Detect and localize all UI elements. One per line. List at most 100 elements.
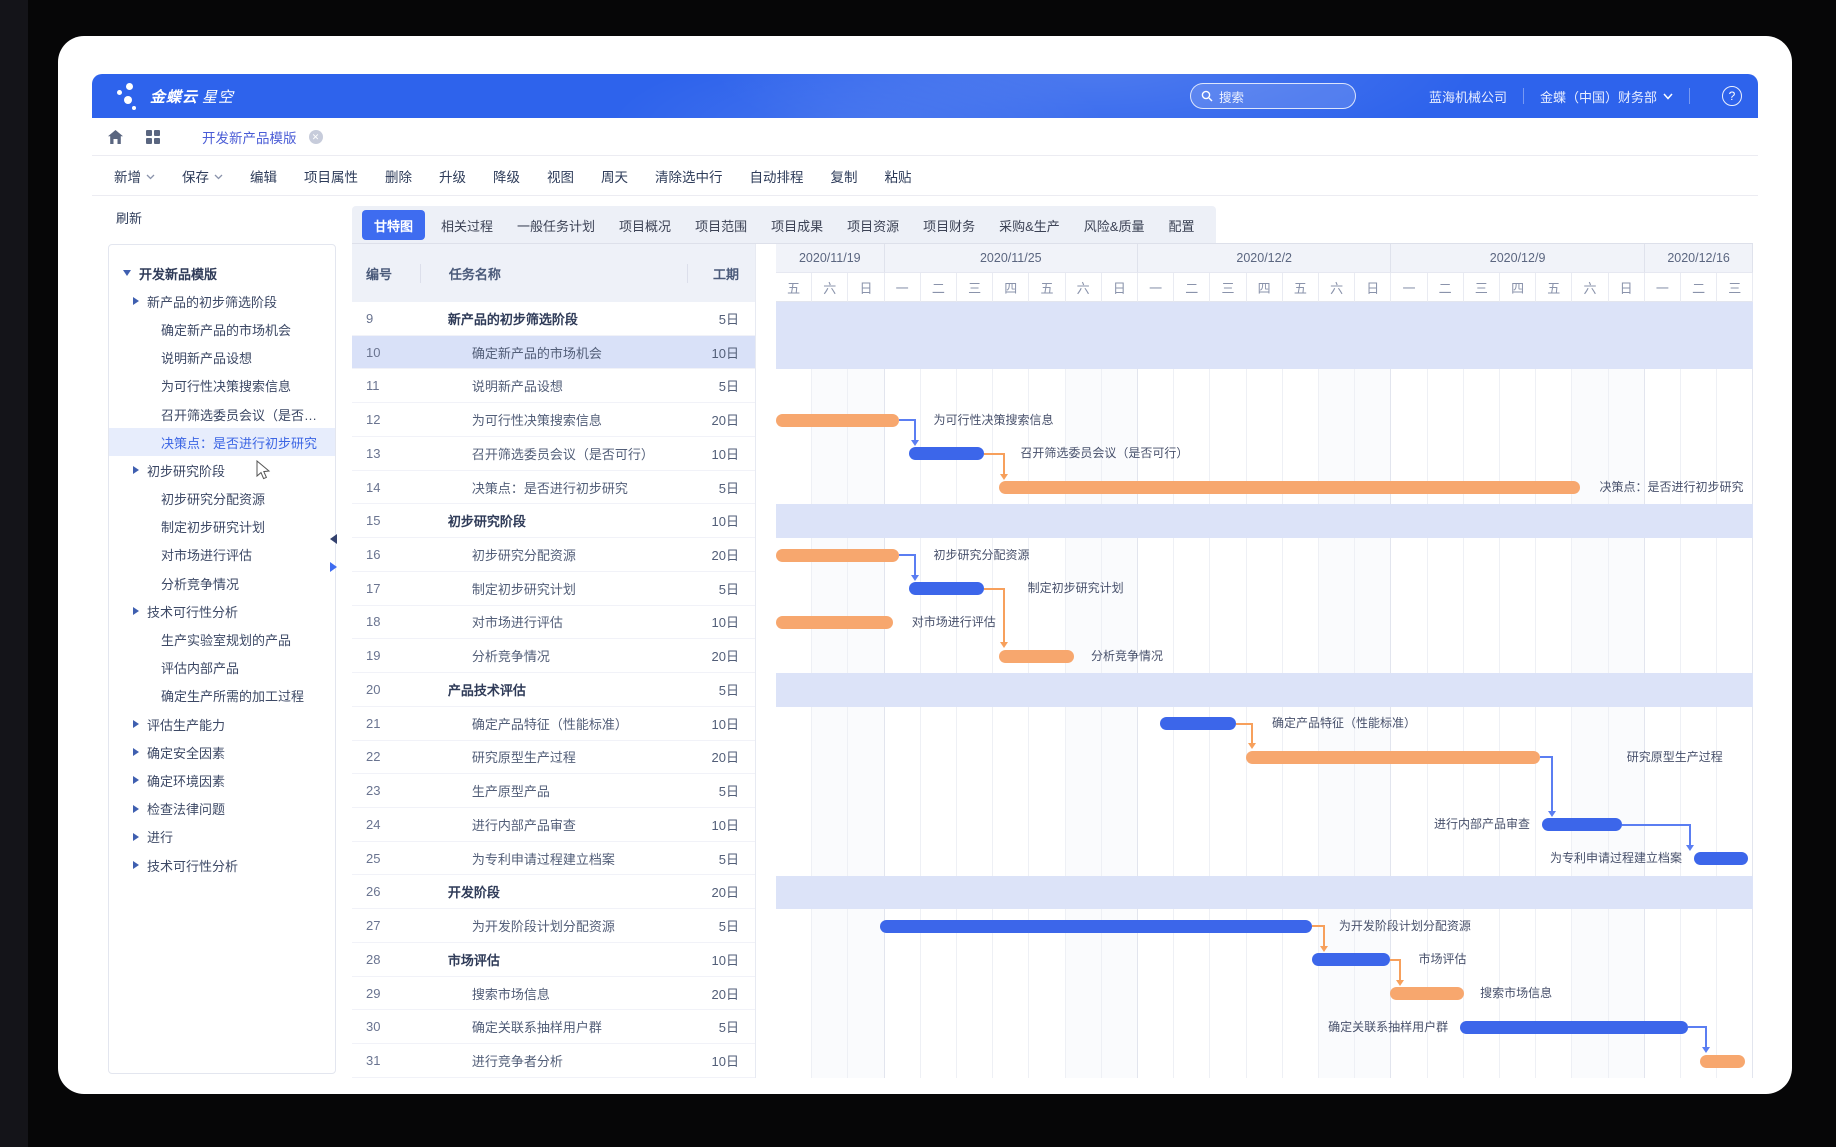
toolbar-button-周天[interactable]: 周天 [601, 166, 628, 186]
tree-item[interactable]: 说明新产品设想 [109, 344, 335, 372]
toolbar-button-保存[interactable]: 保存 [182, 166, 223, 186]
toolbar-button-粘贴[interactable]: 粘贴 [885, 166, 912, 186]
tree-item[interactable]: 初步研究阶段 [109, 456, 335, 484]
table-row[interactable]: 19 分析竞争情况 20日 [352, 639, 755, 674]
home-icon[interactable] [100, 122, 130, 152]
tree-item[interactable]: 进行 [109, 823, 335, 851]
tree-item[interactable]: 生产实验室规划的产品 [109, 625, 335, 653]
gantt-bar-row-12[interactable] [776, 413, 900, 427]
table-row[interactable]: 26 开发阶段 20日 [352, 875, 755, 910]
tree-item[interactable]: 新产品的初步筛选阶段 [109, 287, 335, 315]
view-tab-甘特图[interactable]: 甘特图 [362, 210, 426, 240]
view-tab-项目资源[interactable]: 项目资源 [847, 218, 900, 234]
table-row[interactable]: 30 确定关联系抽样用户群 5日 [352, 1010, 755, 1045]
gantt-bar-row-29[interactable] [1389, 987, 1464, 1001]
user-org-menu[interactable]: 金蝶（中国）财务部 [1540, 87, 1673, 106]
table-row[interactable]: 13 召开筛选委员会议（是否可行） 10日 [352, 437, 755, 471]
toolbar-button-复制[interactable]: 复制 [831, 166, 858, 186]
gantt-bar-row-25[interactable] [1694, 852, 1748, 866]
table-row[interactable]: 20 产品技术评估 5日 [352, 673, 755, 707]
view-tab-项目成果[interactable]: 项目成果 [771, 218, 824, 234]
toolbar-button-新增[interactable]: 新增 [114, 166, 155, 186]
table-row[interactable]: 24 进行内部产品审查 10日 [352, 808, 755, 842]
view-tab-一般任务计划[interactable]: 一般任务计划 [517, 218, 596, 234]
view-tab-配置[interactable]: 配置 [1168, 218, 1195, 234]
view-tab-项目概况[interactable]: 项目概况 [619, 218, 672, 234]
tree-item[interactable]: 对市场进行评估 [109, 541, 335, 569]
tree-item[interactable]: 制定初步研究计划 [109, 513, 335, 541]
table-row[interactable]: 28 市场评估 10日 [352, 943, 755, 977]
tree-item[interactable]: 分析竞争情况 [109, 569, 335, 597]
caret-right-icon[interactable] [133, 832, 139, 841]
caret-right-icon[interactable] [133, 861, 139, 870]
caret-right-icon[interactable] [133, 776, 139, 785]
tree-item[interactable]: 确定生产所需的加工过程 [109, 682, 335, 710]
table-row[interactable]: 31 进行竞争者分析 10日 [352, 1044, 755, 1078]
gantt-bar-row-24[interactable] [1541, 818, 1622, 832]
tree-item[interactable]: 决策点：是否进行初步研究 [109, 428, 335, 457]
view-tab-风险&质量[interactable]: 风险&质量 [1083, 218, 1145, 234]
gantt-bar-row-31[interactable] [1699, 1054, 1746, 1068]
table-row[interactable]: 22 研究原型生产过程 20日 [352, 741, 755, 775]
table-row[interactable]: 27 为开发阶段计划分配资源 5日 [352, 909, 755, 943]
tree-item[interactable]: 评估生产能力 [109, 710, 335, 738]
tab-close-icon[interactable]: ✕ [308, 129, 323, 144]
tree-item[interactable]: 确定安全因素 [109, 738, 335, 766]
app-grid-icon[interactable] [138, 122, 168, 152]
table-row[interactable]: 9 新产品的初步筛选阶段 5日 [352, 302, 755, 336]
table-row[interactable]: 17 制定初步研究计划 5日 [352, 572, 755, 606]
tree-item[interactable]: 初步研究分配资源 [109, 485, 335, 513]
gantt-bar-row-17[interactable] [908, 582, 985, 596]
gantt-bar-row-27[interactable] [879, 919, 1312, 933]
tab-document-active[interactable]: 开发新产品模版 ✕ [194, 118, 331, 156]
view-tab-项目范围[interactable]: 项目范围 [695, 218, 748, 234]
caret-right-icon[interactable] [133, 466, 139, 475]
help-icon[interactable]: ? [1722, 86, 1742, 106]
tree-item[interactable]: 开发新品模版 [109, 259, 335, 287]
caret-right-icon[interactable] [133, 748, 139, 757]
caret-down-icon[interactable] [123, 270, 131, 277]
table-row[interactable]: 29 搜索市场信息 20日 [352, 977, 755, 1011]
caret-right-icon[interactable] [133, 804, 139, 813]
caret-right-icon[interactable] [133, 297, 139, 306]
toolbar-button-视图[interactable]: 视图 [547, 166, 574, 186]
expand-right-icon[interactable] [330, 562, 337, 572]
gantt-bar-row-13[interactable] [908, 447, 985, 461]
tree-item[interactable]: 技术可行性分析 [109, 851, 335, 879]
table-row[interactable]: 12 为可行性决策搜索信息 20日 [352, 403, 755, 437]
tree-item[interactable]: 为可行性决策搜索信息 [109, 372, 335, 400]
table-row[interactable]: 25 为专利申请过程建立档案 5日 [352, 842, 755, 876]
toolbar-button-自动排程[interactable]: 自动排程 [750, 166, 804, 186]
view-tab-项目财务[interactable]: 项目财务 [923, 218, 976, 234]
gantt-bar-row-22[interactable] [1245, 750, 1540, 764]
tree-item[interactable]: 技术可行性分析 [109, 597, 335, 625]
tree-item[interactable]: 检查法律问题 [109, 795, 335, 823]
table-row[interactable]: 10 确定新产品的市场机会 10日 [352, 335, 755, 370]
toolbar-button-清除选中行[interactable]: 清除选中行 [655, 166, 723, 186]
toolbar-button-升级[interactable]: 升级 [439, 166, 466, 186]
caret-right-icon[interactable] [133, 607, 139, 616]
toolbar-button-编辑[interactable]: 编辑 [250, 166, 277, 186]
gantt-bar-row-19[interactable] [998, 649, 1074, 663]
table-row[interactable]: 15 初步研究阶段 10日 [352, 504, 755, 539]
tree-item[interactable]: 确定新产品的市场机会 [109, 315, 335, 343]
view-tab-采购&生产[interactable]: 采购&生产 [999, 218, 1060, 234]
table-row[interactable]: 23 生产原型产品 5日 [352, 774, 755, 809]
toolbar-button-项目属性[interactable]: 项目属性 [304, 166, 358, 186]
gantt-bar-row-21[interactable] [1159, 717, 1236, 731]
table-row[interactable]: 16 初步研究分配资源 20日 [352, 538, 755, 572]
gantt-bar-row-16[interactable] [776, 548, 900, 562]
gantt-bar-row-28[interactable] [1311, 953, 1390, 967]
gantt-bar-row-18[interactable] [776, 616, 893, 630]
tree-item[interactable]: 确定环境因素 [109, 766, 335, 794]
tree-item[interactable]: 评估内部产品 [109, 654, 335, 682]
gantt-bar-row-14[interactable] [998, 481, 1580, 495]
caret-right-icon[interactable] [133, 720, 139, 729]
tree-item[interactable]: 召开筛选委员会议（是否… [109, 400, 335, 428]
table-row[interactable]: 18 对市场进行评估 10日 [352, 606, 755, 640]
view-tab-相关过程[interactable]: 相关过程 [441, 218, 494, 234]
company-name[interactable]: 蓝海机械公司 [1428, 89, 1507, 105]
global-search-input[interactable]: 搜索 [1190, 83, 1356, 109]
toolbar-button-删除[interactable]: 删除 [385, 166, 412, 186]
collapse-left-icon[interactable] [330, 534, 337, 544]
